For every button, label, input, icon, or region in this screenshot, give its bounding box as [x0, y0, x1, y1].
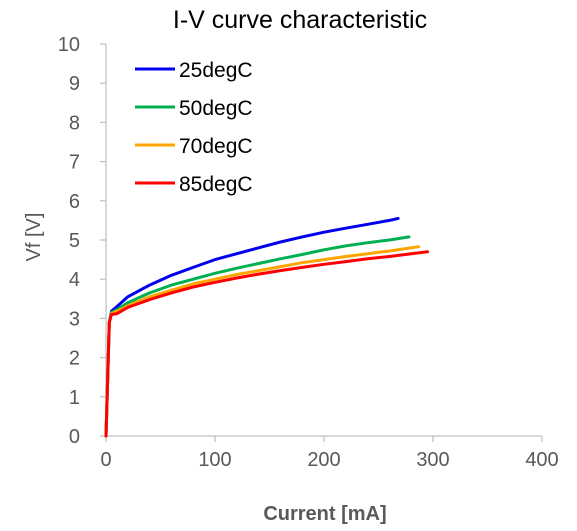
series-line-70degC: [104, 245, 421, 438]
x-tick-label: 200: [307, 449, 340, 471]
series-layer: [104, 216, 430, 438]
legend-label-25degC: 25degC: [179, 59, 253, 82]
y-tick-label: 10: [58, 34, 80, 56]
y-tick-label: 9: [69, 73, 80, 95]
y-tick-label: 7: [69, 152, 80, 174]
y-tick-label: 6: [69, 191, 80, 213]
legend-label-50degC: 50degC: [179, 97, 253, 120]
y-tick-label: 0: [69, 426, 80, 448]
series-line-85degC: [104, 250, 430, 438]
legend: 25degC 50degC 70degC 85degC: [135, 59, 253, 196]
series-line-50degC: [104, 235, 411, 438]
x-tick-label: 100: [198, 449, 231, 471]
chart-title: I-V curve characteristic: [173, 6, 427, 34]
axes: 0 100 200 300 400 0 1 2 3 4 5 6 7 8 9 10: [58, 34, 559, 471]
y-tick-label: 2: [69, 348, 80, 370]
legend-label-85degC: 85degC: [179, 173, 253, 196]
x-axis-title: Current [mA]: [263, 503, 386, 525]
y-tick-label: 5: [69, 230, 80, 252]
y-tick-label: 1: [69, 387, 80, 409]
x-tick-label: 300: [416, 449, 449, 471]
x-tick-label: 400: [525, 449, 558, 471]
y-tick-label: 4: [69, 269, 80, 291]
y-tick-label: 8: [69, 112, 80, 134]
series-line-25degC: [104, 216, 400, 438]
x-tick-label: 0: [100, 449, 111, 471]
y-tick-label: 3: [69, 308, 80, 330]
legend-label-70degC: 70degC: [179, 135, 253, 158]
y-axis-title: Vf [V]: [23, 213, 45, 262]
